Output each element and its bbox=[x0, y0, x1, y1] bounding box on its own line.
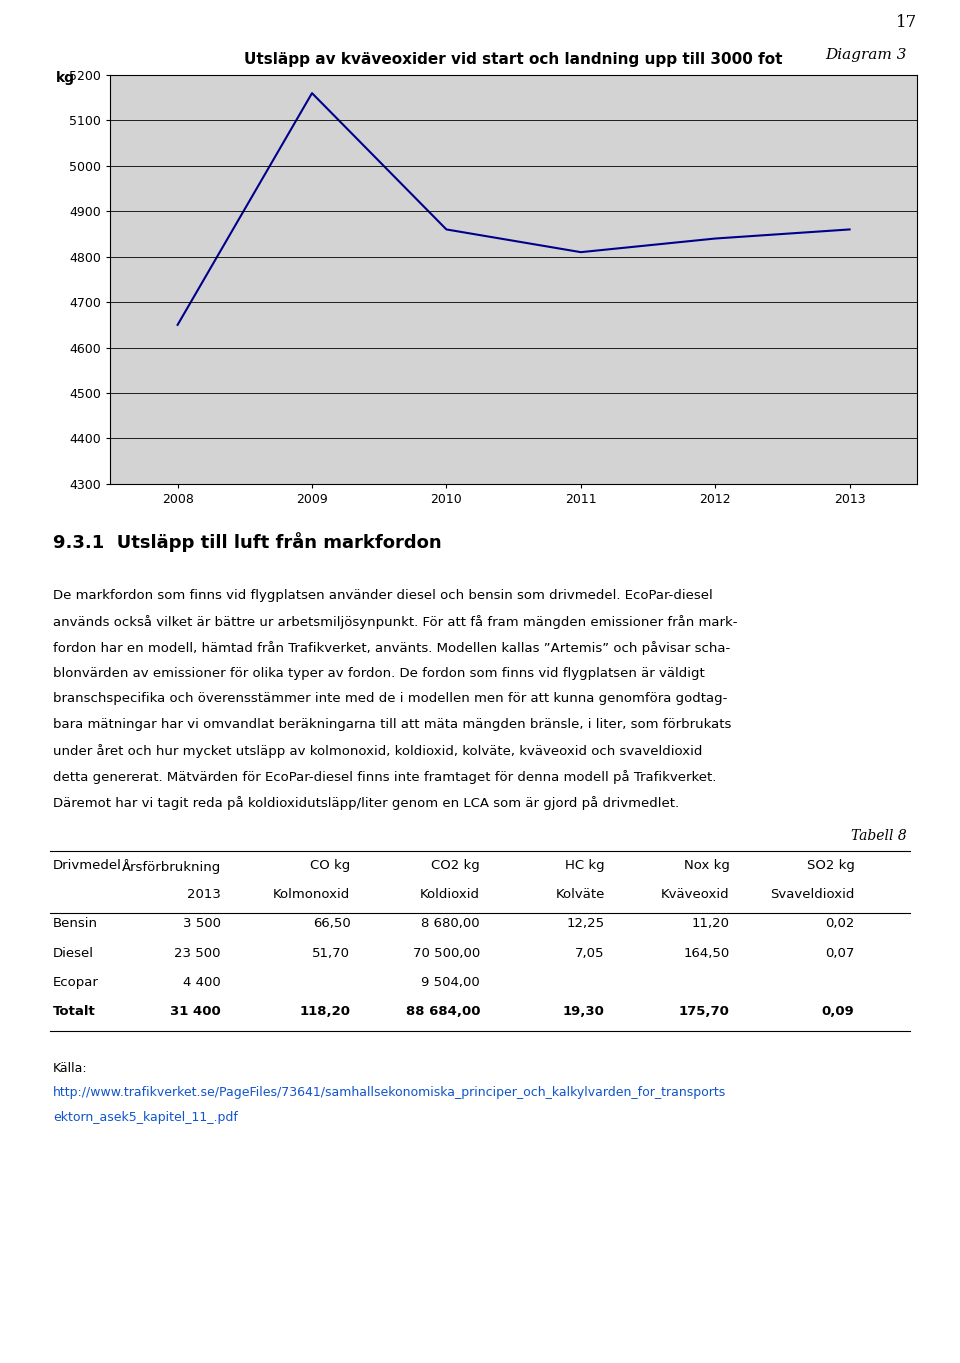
Text: 8 680,00: 8 680,00 bbox=[421, 917, 480, 931]
Text: CO2 kg: CO2 kg bbox=[431, 859, 480, 872]
Text: kg: kg bbox=[56, 71, 75, 85]
Text: 118,20: 118,20 bbox=[300, 1006, 350, 1018]
Text: 9 504,00: 9 504,00 bbox=[421, 976, 480, 990]
Text: 164,50: 164,50 bbox=[684, 947, 730, 960]
Text: Kolmonoxid: Kolmonoxid bbox=[274, 889, 350, 901]
Text: Ecopar: Ecopar bbox=[53, 976, 99, 990]
Text: Tabell 8: Tabell 8 bbox=[852, 829, 907, 842]
Text: Årsförbrukning: Årsförbrukning bbox=[122, 859, 221, 874]
Text: 0,07: 0,07 bbox=[825, 947, 854, 960]
Text: Bensin: Bensin bbox=[53, 917, 98, 931]
Text: 17: 17 bbox=[896, 14, 917, 30]
Text: Kväveoxid: Kväveoxid bbox=[661, 889, 730, 901]
Text: 3 500: 3 500 bbox=[182, 917, 221, 931]
Text: 4 400: 4 400 bbox=[183, 976, 221, 990]
Text: Däremot har vi tagit reda på koldioxidutsläpp/liter genom en LCA som är gjord på: Däremot har vi tagit reda på koldioxidut… bbox=[53, 796, 679, 810]
Text: CO kg: CO kg bbox=[310, 859, 350, 872]
Text: under året och hur mycket utsläpp av kolmonoxid, koldioxid, kolväte, kväveoxid o: under året och hur mycket utsläpp av kol… bbox=[53, 744, 702, 758]
Text: 19,30: 19,30 bbox=[563, 1006, 605, 1018]
Text: Diesel: Diesel bbox=[53, 947, 94, 960]
Text: 23 500: 23 500 bbox=[175, 947, 221, 960]
Text: 70 500,00: 70 500,00 bbox=[413, 947, 480, 960]
Text: 9.3.1  Utsläpp till luft från markfordon: 9.3.1 Utsläpp till luft från markfordon bbox=[53, 532, 442, 552]
Text: Kolväte: Kolväte bbox=[556, 889, 605, 901]
Text: 0,02: 0,02 bbox=[825, 917, 854, 931]
Text: Totalt: Totalt bbox=[53, 1006, 96, 1018]
Text: 175,70: 175,70 bbox=[679, 1006, 730, 1018]
Text: Koldioxid: Koldioxid bbox=[420, 889, 480, 901]
Text: 88 684,00: 88 684,00 bbox=[405, 1006, 480, 1018]
Text: blonvärden av emissioner för olika typer av fordon. De fordon som finns vid flyg: blonvärden av emissioner för olika typer… bbox=[53, 667, 705, 680]
Text: 11,20: 11,20 bbox=[691, 917, 730, 931]
Text: De markfordon som finns vid flygplatsen använder diesel och bensin som drivmedel: De markfordon som finns vid flygplatsen … bbox=[53, 589, 712, 602]
Text: Källa:: Källa: bbox=[53, 1062, 87, 1075]
Text: ektorn_asek5_kapitel_11_.pdf: ektorn_asek5_kapitel_11_.pdf bbox=[53, 1111, 238, 1124]
Text: Drivmedel: Drivmedel bbox=[53, 859, 122, 872]
Text: används också vilket är bättre ur arbetsmiljösynpunkt. För att få fram mängden e: används också vilket är bättre ur arbets… bbox=[53, 615, 737, 628]
Text: SO2 kg: SO2 kg bbox=[806, 859, 854, 872]
Text: fordon har en modell, hämtad från Trafikverket, använts. Modellen kallas ”Artemi: fordon har en modell, hämtad från Trafik… bbox=[53, 641, 730, 654]
Text: Diagram 3: Diagram 3 bbox=[826, 48, 907, 61]
Text: 31 400: 31 400 bbox=[170, 1006, 221, 1018]
Text: detta genererat. Mätvärden för EcoPar-diesel finns inte framtaget för denna mode: detta genererat. Mätvärden för EcoPar-di… bbox=[53, 770, 716, 784]
Text: 66,50: 66,50 bbox=[313, 917, 350, 931]
Text: bara mätningar har vi omvandlat beräkningarna till att mäta mängden bränsle, i l: bara mätningar har vi omvandlat beräknin… bbox=[53, 718, 732, 732]
Text: Svaveldioxid: Svaveldioxid bbox=[770, 889, 854, 901]
Text: HC kg: HC kg bbox=[565, 859, 605, 872]
Text: 12,25: 12,25 bbox=[566, 917, 605, 931]
Text: http://www.trafikverket.se/PageFiles/73641/samhallsekonomiska_principer_och_kalk: http://www.trafikverket.se/PageFiles/736… bbox=[53, 1086, 726, 1100]
Title: Utsläpp av kväveoxider vid start och landning upp till 3000 fot: Utsläpp av kväveoxider vid start och lan… bbox=[245, 52, 782, 67]
Text: 2013: 2013 bbox=[187, 889, 221, 901]
Text: branschspecifika och överensstämmer inte med de i modellen men för att kunna gen: branschspecifika och överensstämmer inte… bbox=[53, 692, 727, 706]
Text: 0,09: 0,09 bbox=[822, 1006, 854, 1018]
Text: Nox kg: Nox kg bbox=[684, 859, 730, 872]
Text: 51,70: 51,70 bbox=[312, 947, 350, 960]
Text: 7,05: 7,05 bbox=[575, 947, 605, 960]
